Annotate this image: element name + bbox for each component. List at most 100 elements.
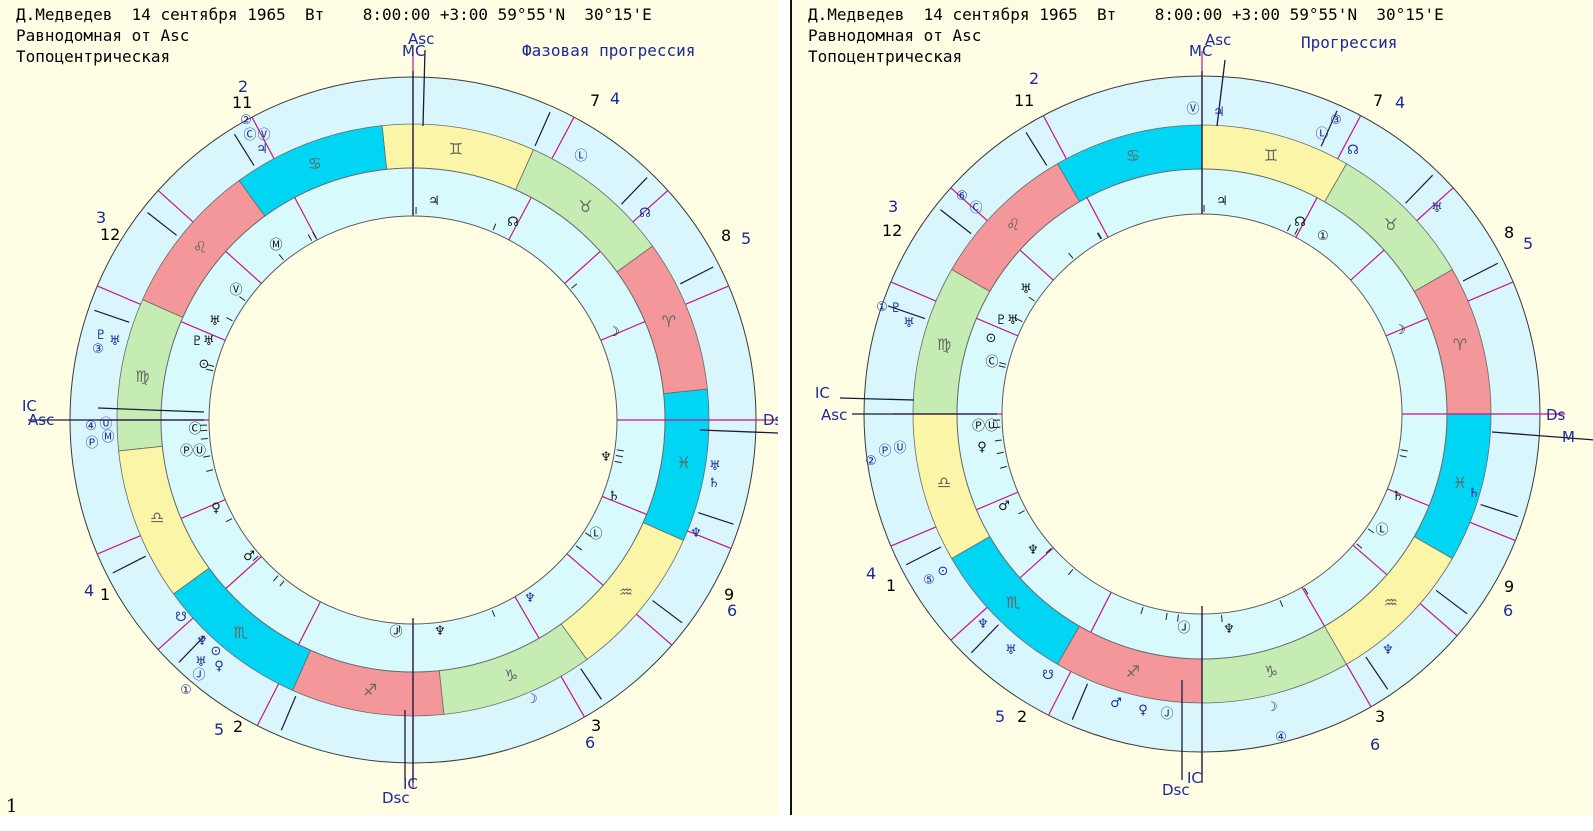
aspect-tick bbox=[307, 234, 313, 241]
axis-label-asc-left: Asc bbox=[821, 406, 847, 424]
house-number: 2 bbox=[238, 77, 248, 96]
house-cusp-outer bbox=[97, 535, 141, 555]
aspect-tick bbox=[200, 437, 208, 440]
outer-planet-glyph: ♅ bbox=[903, 316, 915, 331]
outer-planet-glyph: ♃ bbox=[1213, 105, 1225, 120]
aspect-tick bbox=[1356, 543, 1363, 549]
outer-planet-glyph: ♅ bbox=[1005, 643, 1017, 658]
house-cusp-inner bbox=[601, 495, 647, 515]
outer-planet-glyph: ♅ bbox=[195, 655, 207, 670]
house-cusp-outer bbox=[950, 187, 988, 222]
angle-pointer bbox=[422, 49, 426, 127]
outer-planet-glyph: ⑤ bbox=[923, 573, 935, 588]
zodiac-glyph: ♍ bbox=[135, 367, 149, 386]
axis-label-mc: MC bbox=[402, 42, 425, 60]
header-line-topocentric: Топоцентрическая bbox=[16, 47, 171, 66]
inner-planet-glyph: Ⓒ bbox=[985, 355, 998, 370]
house-cusp-inner bbox=[1295, 197, 1318, 238]
aspect-tick bbox=[206, 368, 214, 372]
house-cusp-outer bbox=[1467, 281, 1514, 302]
house-cusp-inner bbox=[180, 499, 226, 520]
aspect-tick bbox=[585, 532, 592, 538]
house-number: 3 bbox=[1375, 707, 1385, 726]
aspect-tick bbox=[1096, 232, 1102, 240]
outer-planet-glyph: Ⓥ bbox=[257, 128, 270, 143]
outer-planet-glyph: ③ bbox=[1330, 113, 1342, 128]
progressed-cusp bbox=[680, 266, 714, 285]
progressed-cusp bbox=[112, 555, 146, 574]
zodiac-glyph: ♋ bbox=[1126, 146, 1140, 165]
angle-pointer bbox=[839, 397, 915, 401]
zodiac-glyph: ♑ bbox=[504, 666, 518, 685]
inner-planet-glyph: ☽ bbox=[608, 325, 620, 340]
outer-planet-glyph: ② bbox=[240, 113, 252, 128]
header-line-topocentric: Топоцентрическая bbox=[808, 47, 963, 66]
house-cusp-inner bbox=[564, 250, 601, 284]
house-cusp-inner bbox=[508, 197, 532, 241]
house-cusp-inner bbox=[566, 553, 604, 586]
aspect-tick bbox=[1097, 232, 1102, 239]
inner-planet-glyph: ☊ bbox=[507, 215, 519, 230]
progressed-cusp bbox=[580, 668, 602, 700]
zodiac-glyph: ♉ bbox=[1384, 215, 1398, 234]
aspect-tick bbox=[1303, 587, 1309, 595]
house-number: 5 bbox=[995, 707, 1005, 726]
house-cusp-outer bbox=[687, 530, 732, 550]
house-number: 4 bbox=[1395, 93, 1405, 112]
outer-planet-glyph: ♅ bbox=[1431, 201, 1443, 216]
panel-number: 1 bbox=[6, 796, 18, 815]
inner-planet-glyph: Ⓛ bbox=[1375, 523, 1388, 538]
progressed-cusp bbox=[887, 305, 926, 320]
inner-planet-glyph: ♃ bbox=[1216, 194, 1228, 209]
house-cusp-inner bbox=[225, 250, 262, 284]
house-number: 5 bbox=[741, 229, 751, 248]
angle-pointer bbox=[699, 429, 778, 434]
outer-planet-glyph: Ⓟ bbox=[85, 436, 98, 451]
chart-center bbox=[208, 215, 618, 625]
chart-title: Фазовая прогрессия bbox=[522, 41, 696, 60]
inner-planet-glyph: ⊙ bbox=[986, 331, 997, 346]
aspect-tick bbox=[1140, 607, 1144, 615]
house-number: 8 bbox=[721, 226, 731, 245]
inner-planet-glyph: ♆ bbox=[600, 450, 612, 465]
house-cusp-outer bbox=[251, 116, 275, 159]
inner-planet-glyph: ♄ bbox=[1392, 489, 1404, 504]
house-cusp-inner bbox=[1350, 249, 1385, 281]
inner-planet-glyph: ⓅⓊ bbox=[180, 444, 206, 459]
axis-label-asc: Asc bbox=[1205, 31, 1231, 49]
aspect-tick bbox=[225, 518, 233, 523]
axis-label-dsc: Dsc bbox=[382, 789, 410, 807]
axis-label-ic-bottom: IC bbox=[403, 775, 418, 793]
aspect-tick bbox=[1279, 600, 1284, 607]
outer-planet-glyph: Ⓜ bbox=[101, 430, 114, 445]
aspect-tick bbox=[1400, 449, 1408, 452]
zodiac-glyph: ♌ bbox=[193, 238, 207, 257]
inner-planet-glyph: Ⓙ bbox=[1177, 621, 1190, 636]
house-number: 3 bbox=[888, 197, 898, 216]
house-cusp-inner bbox=[225, 556, 262, 590]
outer-planet-glyph: ① bbox=[876, 300, 888, 315]
inner-planet-glyph: ♃ bbox=[428, 194, 440, 209]
inner-planet-glyph: ♅ bbox=[209, 314, 221, 329]
inner-planet-glyph: Ⓒ bbox=[188, 422, 201, 437]
outer-planet-glyph: ♆ bbox=[196, 634, 208, 649]
zodiac-glyph: ♏ bbox=[233, 623, 247, 642]
inner-planet-glyph: ☊ bbox=[1294, 215, 1306, 230]
house-number: 1 bbox=[100, 585, 110, 604]
angle-pointer bbox=[1491, 431, 1593, 441]
aspect-tick bbox=[1367, 528, 1375, 534]
outer-planet-glyph: ♀ bbox=[1138, 703, 1148, 718]
header-line-house-system: Равнодомная от Asc bbox=[808, 26, 982, 45]
zodiac-glyph: ♌ bbox=[1006, 215, 1020, 234]
inner-planet-glyph: ♅ bbox=[1020, 282, 1032, 297]
inner-planet-glyph: ♇♅ bbox=[995, 313, 1018, 328]
inner-planet-glyph: ♆ bbox=[434, 624, 446, 639]
aspect-tick bbox=[1045, 548, 1052, 554]
progressed-cusp bbox=[940, 209, 972, 235]
zodiac-glyph: ♐ bbox=[1126, 662, 1140, 681]
aspect-tick bbox=[1177, 614, 1179, 622]
inner-planet-glyph: ♇♅ bbox=[191, 334, 214, 349]
house-cusp-outer bbox=[890, 281, 937, 302]
outer-planet-glyph: ⊙ bbox=[938, 564, 949, 579]
